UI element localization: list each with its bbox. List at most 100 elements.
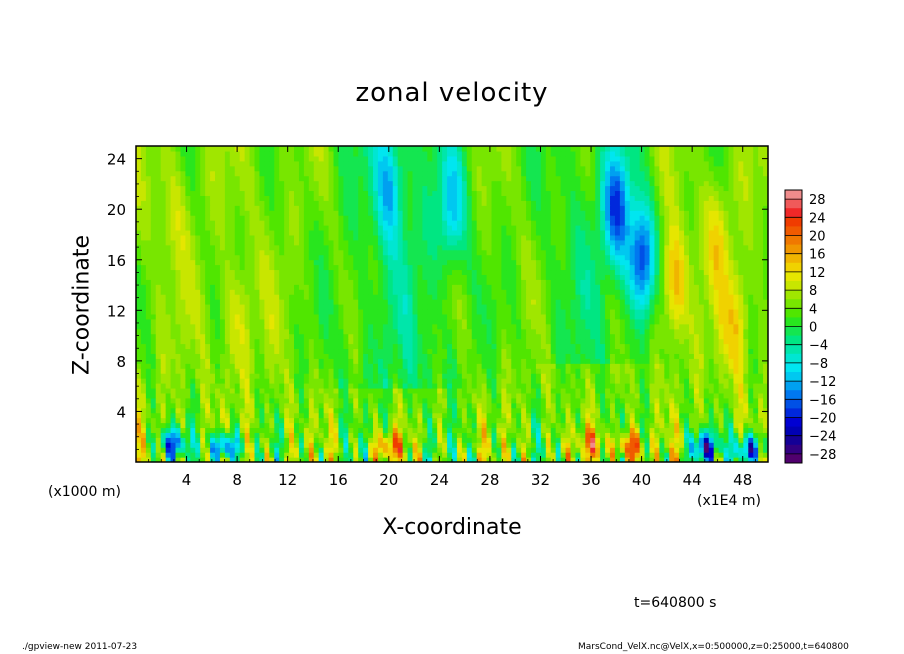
- heatmap-cell: [501, 308, 507, 315]
- heatmap-cell: [254, 333, 261, 340]
- heatmap-cell: [758, 304, 764, 310]
- heatmap-cell: [713, 333, 720, 340]
- heatmap-cell: [289, 358, 295, 364]
- heatmap-cell: [259, 368, 265, 374]
- heatmap-cell: [669, 457, 675, 462]
- heatmap-cell: [234, 397, 241, 404]
- heatmap-cell: [249, 457, 256, 462]
- heatmap-cell: [338, 383, 344, 389]
- heatmap-cell: [417, 378, 423, 384]
- heatmap-cell: [728, 387, 735, 394]
- heatmap-cell: [323, 333, 330, 340]
- heatmap-cell: [506, 323, 512, 330]
- heatmap-cell: [229, 387, 236, 394]
- heatmap-cell: [447, 328, 453, 335]
- heatmap-cell: [427, 397, 433, 404]
- heatmap-cell: [619, 304, 626, 310]
- heatmap-cell: [619, 432, 626, 438]
- heatmap-cell: [545, 284, 552, 290]
- heatmap-cell: [452, 387, 458, 394]
- heatmap-cell: [703, 412, 710, 419]
- heatmap-cell: [294, 279, 300, 285]
- heatmap-cell: [649, 452, 656, 458]
- heatmap-cell: [501, 279, 507, 285]
- heatmap-cell: [728, 289, 735, 295]
- heatmap-cell: [713, 378, 720, 384]
- heatmap-cell: [195, 348, 201, 354]
- heatmap-cell: [269, 333, 275, 340]
- heatmap-cell: [348, 279, 354, 285]
- heatmap-cell: [363, 412, 369, 419]
- heatmap-cell: [377, 289, 384, 295]
- heatmap-cell: [298, 387, 305, 394]
- heatmap-cell: [713, 417, 720, 424]
- heatmap-cell: [363, 323, 369, 330]
- heatmap-cell: [580, 457, 586, 462]
- heatmap-cell: [679, 348, 685, 354]
- heatmap-cell: [684, 387, 690, 394]
- heatmap-cell: [353, 383, 359, 389]
- heatmap-cell: [234, 289, 241, 295]
- heatmap-cell: [338, 358, 344, 364]
- heatmap-cell: [442, 442, 448, 448]
- heatmap-cell: [195, 343, 201, 350]
- heatmap-cell: [175, 457, 182, 462]
- heatmap-cell: [476, 308, 483, 315]
- heatmap-cell: [708, 348, 715, 354]
- heatmap-cell: [308, 432, 315, 438]
- heatmap-cell: [545, 279, 552, 285]
- heatmap-cell: [165, 368, 172, 374]
- heatmap-cell: [674, 457, 680, 462]
- heatmap-cell: [348, 358, 354, 364]
- heatmap-cell: [318, 269, 325, 275]
- heatmap-cell: [713, 373, 720, 379]
- heatmap-cell: [328, 318, 335, 325]
- heatmap-cell: [170, 269, 177, 275]
- heatmap-cell: [264, 432, 270, 438]
- heatmap-cell: [718, 452, 725, 458]
- heatmap-cell: [274, 348, 280, 354]
- heatmap-cell: [693, 313, 700, 320]
- heatmap-cell: [664, 392, 670, 399]
- heatmap-cell: [160, 308, 167, 315]
- heatmap-cell: [358, 313, 364, 320]
- heatmap-cell: [664, 274, 670, 280]
- heatmap-cell: [165, 427, 172, 433]
- heatmap-cell: [595, 353, 601, 359]
- heatmap-cell: [363, 397, 369, 404]
- heatmap-cell: [328, 323, 335, 330]
- heatmap-cell: [254, 323, 261, 330]
- heatmap-cell: [703, 269, 710, 275]
- heatmap-cell: [397, 397, 404, 404]
- heatmap-cell: [629, 333, 636, 340]
- heatmap-cell: [363, 422, 369, 429]
- heatmap-cell: [669, 299, 675, 305]
- heatmap-cell: [684, 284, 690, 290]
- heatmap-cell: [491, 323, 498, 330]
- heatmap-cell: [447, 333, 453, 340]
- heatmap-cell: [210, 304, 216, 310]
- heatmap-cell: [274, 328, 280, 335]
- heatmap-cell: [155, 284, 162, 290]
- heatmap-cell: [521, 427, 527, 433]
- heatmap-cell: [684, 427, 690, 433]
- heatmap-cell: [244, 304, 251, 310]
- heatmap-cell: [624, 269, 631, 275]
- heatmap-cell: [363, 353, 369, 359]
- heatmap-cell: [244, 348, 251, 354]
- heatmap-cell: [160, 294, 167, 300]
- heatmap-cell: [136, 284, 142, 290]
- heatmap-cell: [338, 353, 344, 359]
- heatmap-cell: [723, 348, 730, 354]
- heatmap-cell: [274, 378, 280, 384]
- heatmap-cell: [580, 279, 586, 285]
- heatmap-cell: [254, 358, 261, 364]
- heatmap-cell: [590, 304, 596, 310]
- heatmap-cell: [605, 383, 611, 389]
- heatmap-cell: [570, 452, 577, 458]
- heatmap-cell: [713, 363, 720, 369]
- heatmap-cell: [387, 402, 394, 409]
- heatmap-cell: [743, 363, 749, 369]
- heatmap-cell: [585, 432, 591, 438]
- heatmap-cell: [323, 373, 330, 379]
